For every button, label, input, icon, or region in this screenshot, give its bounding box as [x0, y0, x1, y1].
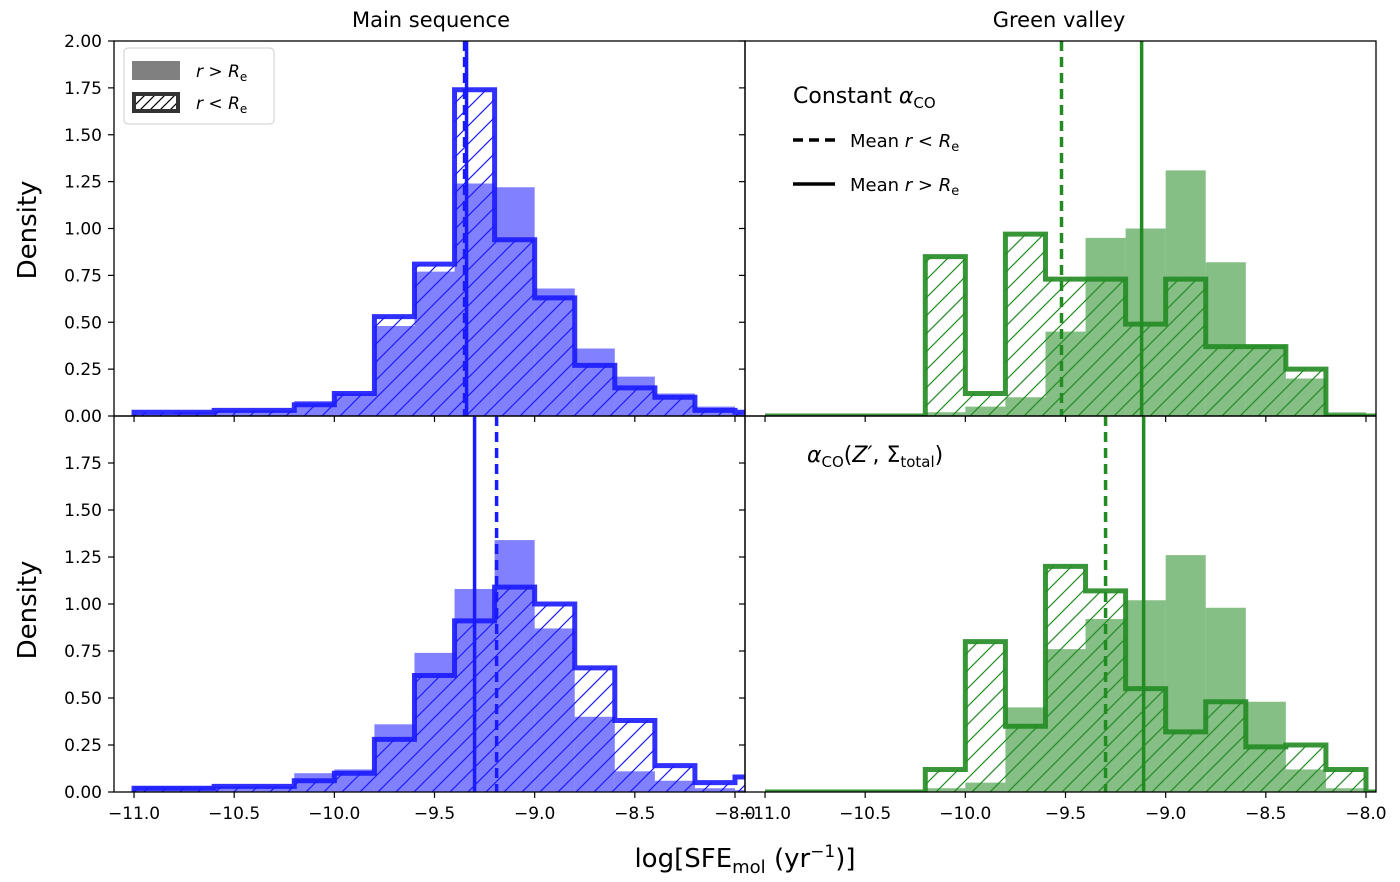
plot-area-bottom-right — [765, 416, 1376, 792]
plot-area-top-left — [131, 41, 745, 416]
y-tick-label: 0.75 — [64, 266, 102, 286]
x-tick-label: −10.0 — [939, 804, 991, 824]
hatched-area — [765, 234, 1376, 416]
hatched-area — [765, 566, 1376, 792]
annotation-mean-inner: Mean r < Re — [850, 131, 959, 155]
y-tick-label: 0.25 — [64, 736, 102, 756]
y-tick-label: 1.00 — [64, 595, 102, 615]
hatched-area — [134, 89, 745, 416]
xlabel: log[SFEmol (yr−1)] — [634, 842, 855, 878]
panel-title-left: Main sequence — [352, 8, 510, 32]
y-tick-label: 0.25 — [64, 360, 102, 380]
x-tick-label: −10.0 — [308, 804, 360, 824]
panel-bottom-left: −11.0 −10.5 −10.0 −9.5 −9.0 −8.5 −8.0 0.00 0.25 0… — [64, 415, 756, 824]
y-tick-label: 1.25 — [64, 173, 102, 193]
y-tick-label: 0.50 — [64, 313, 102, 333]
legend: r > Re r < Re — [123, 47, 275, 125]
x-tick-label: −8.0 — [714, 804, 755, 824]
x-tick-label: −8.0 — [1345, 804, 1386, 824]
y-tick-label: 1.50 — [64, 126, 102, 146]
legend-label-hatched: r < Re — [196, 94, 247, 116]
y-tick-label: 1.75 — [64, 454, 102, 474]
panel-title-right: Green valley — [993, 8, 1126, 32]
y-tick-label: 0.00 — [64, 407, 102, 427]
x-tick-label: −8.5 — [1245, 804, 1286, 824]
ylabel-top: Density — [13, 181, 43, 280]
x-tick-label: −10.5 — [839, 804, 891, 824]
annotation-block-top: Constant αCO Mean r < Re Mean r > Re — [793, 84, 959, 199]
x-tick-label: −9.5 — [1045, 804, 1086, 824]
ylabel-bottom: Density — [13, 561, 43, 660]
x-tick-label: −11.0 — [108, 804, 160, 824]
legend-swatch-filled — [132, 61, 180, 80]
legend-label-filled: r > Re — [196, 62, 247, 84]
hatched-outline — [765, 231, 1376, 416]
y-tick-label: 1.75 — [64, 79, 102, 99]
x-tick-label: −9.5 — [414, 804, 455, 824]
y-tick-label: 0.50 — [64, 689, 102, 709]
y-tick-label: 1.25 — [64, 548, 102, 568]
hatched-area — [134, 587, 745, 792]
panel-top-right — [739, 40, 1377, 422]
panel-bottom-right: −11.0 −10.5 −10.0 −9.5 −9.0 −8.5 −8.0 — [739, 415, 1387, 824]
x-tick-label: −10.5 — [208, 804, 260, 824]
annotation-constant-aco: Constant αCO — [793, 84, 936, 112]
hatched-outline — [765, 563, 1376, 792]
panel-top-left: 0.00 0.25 0.50 0.75 1.00 1.25 1.50 1.75 2.00 — [64, 32, 746, 427]
y-tick-label: 0.00 — [64, 783, 102, 803]
y-tick-label: 1.50 — [64, 501, 102, 521]
x-tick-label: −9.0 — [1145, 804, 1186, 824]
hatched-outline — [131, 87, 745, 416]
y-tick-label: 2.00 — [64, 32, 102, 52]
plot-area-bottom-left — [131, 416, 745, 792]
x-tick-label: −8.5 — [614, 804, 655, 824]
y-tick-label: 0.75 — [64, 642, 102, 662]
x-tick-label: −9.0 — [514, 804, 555, 824]
plot-area-top-right — [765, 41, 1376, 416]
x-tick-label: −11.0 — [739, 804, 791, 824]
annotation-aco-variable: αCO(Z′, Σtotal) — [807, 443, 943, 471]
annotation-mean-outer: Mean r > Re — [850, 175, 959, 199]
legend-swatch-hatched — [132, 92, 180, 113]
y-tick-label: 1.00 — [64, 220, 102, 240]
